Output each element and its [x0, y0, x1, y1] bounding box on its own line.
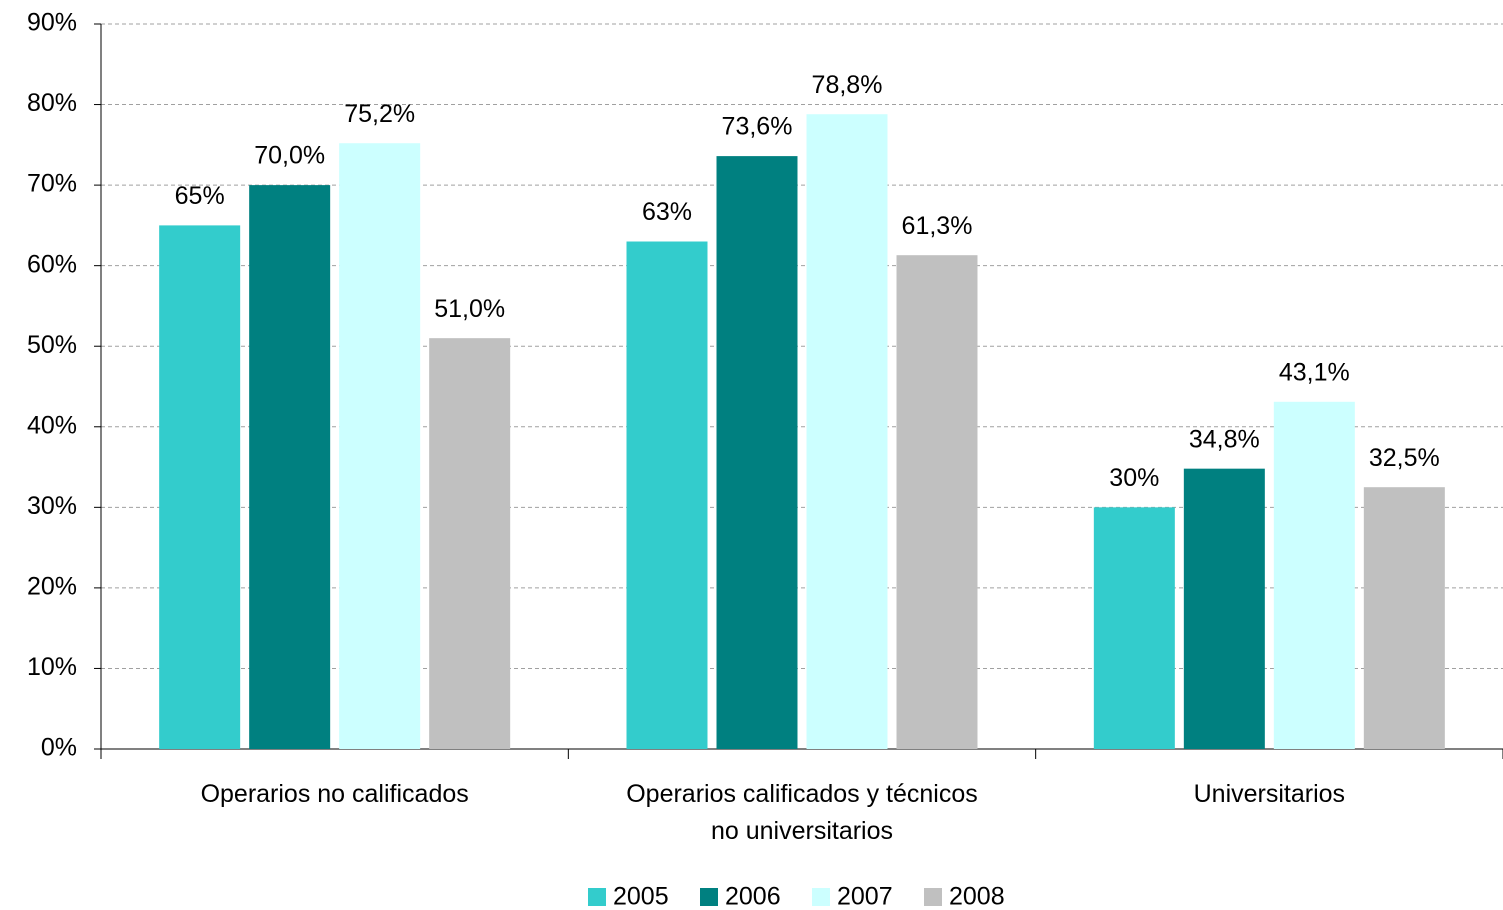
value-label: 63% [642, 198, 692, 226]
x-tick-label: Operarios calificados y técnicos no unive… [626, 780, 978, 845]
y-tick-label: 70% [27, 170, 77, 198]
bar [159, 225, 241, 749]
legend-label: 2008 [949, 883, 1005, 910]
bar [1363, 487, 1445, 749]
value-label: 32,5% [1369, 444, 1440, 472]
bar [1093, 507, 1175, 749]
bar [1273, 401, 1355, 749]
legend-swatch [700, 888, 718, 906]
bar [896, 255, 978, 749]
bar [249, 185, 331, 750]
legend-label: 2005 [613, 883, 669, 910]
value-label: 73,6% [722, 113, 793, 141]
legend-label: 2007 [837, 883, 893, 910]
legend-swatch [924, 888, 942, 906]
value-label: 34,8% [1189, 425, 1260, 453]
y-tick-label: 20% [27, 572, 77, 600]
x-tick-label: Universitarios [1194, 780, 1345, 808]
y-tick-label: 80% [27, 89, 77, 117]
value-label: 30% [1109, 464, 1159, 492]
x-tick-label: Operarios no calificados [201, 780, 469, 808]
value-label: 61,3% [902, 212, 973, 240]
y-tick-label: 60% [27, 250, 77, 278]
value-label: 70,0% [254, 142, 325, 170]
y-tick-label: 90% [27, 9, 77, 37]
value-label: 51,0% [434, 295, 505, 323]
value-label: 65% [175, 182, 225, 210]
y-tick-label: 30% [27, 492, 77, 520]
value-label: 43,1% [1279, 358, 1350, 386]
legend-swatch [812, 888, 830, 906]
bar [1183, 468, 1265, 749]
y-tick-label: 40% [27, 411, 77, 439]
legend-label: 2006 [725, 883, 781, 910]
bar [429, 338, 511, 749]
y-tick-label: 0% [41, 734, 77, 762]
y-tick-label: 10% [27, 653, 77, 681]
value-label: 75,2% [344, 100, 415, 128]
value-label: 78,8% [812, 71, 883, 99]
bar [806, 114, 888, 749]
y-tick-label: 50% [27, 331, 77, 359]
bar [626, 241, 708, 749]
bar [339, 143, 421, 749]
bar [716, 156, 798, 750]
legend-swatch [588, 888, 606, 906]
